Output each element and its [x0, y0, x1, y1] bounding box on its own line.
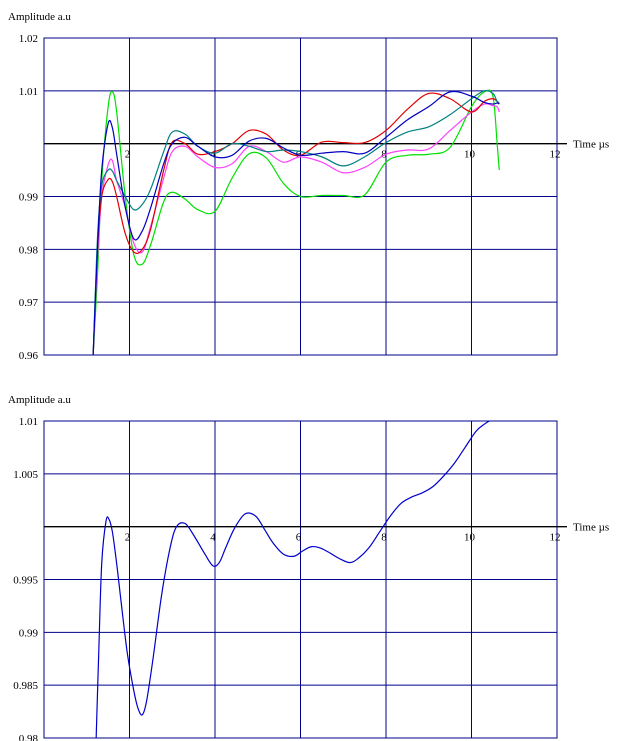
bottom-chart-ylabel: Amplitude a.u: [8, 394, 71, 406]
y-tick-label: 0.99: [19, 627, 39, 639]
series-line: [92, 90, 500, 355]
x-tick-label: 4: [210, 532, 216, 544]
y-tick-label: 0.98: [19, 733, 39, 741]
x-tick-label: 2: [125, 149, 131, 161]
x-tick-label: 8: [381, 532, 387, 544]
y-tick-label: 1.01: [19, 416, 38, 428]
bottom-chart: Amplitude a.u 2 4 6 8 10 12 Time µs 0.98 0.985 0.…: [8, 394, 609, 741]
series-line: [92, 90, 500, 355]
y-tick-label: 0.97: [19, 297, 39, 309]
x-tick-label: 12: [550, 532, 561, 544]
series-line: [95, 421, 491, 738]
y-tick-label: 0.96: [19, 350, 39, 362]
x-tick-label: 2: [125, 532, 131, 544]
y-tick-label: 0.985: [13, 680, 38, 692]
y-tick-label: 1.01: [19, 86, 38, 98]
series-line: [92, 103, 500, 355]
top-chart-ylabel: Amplitude a.u: [8, 11, 71, 23]
y-tick-label: 0.98: [19, 244, 39, 256]
x-tick-label: 10: [464, 149, 476, 161]
x-axis-title: Time µs: [573, 139, 609, 151]
y-tick-label: 0.99: [19, 192, 39, 204]
y-tick-label: 1.005: [13, 469, 38, 481]
y-tick-label: 1.02: [19, 33, 38, 45]
y-tick-label: 0.995: [13, 575, 38, 587]
x-tick-label: 12: [550, 149, 561, 161]
x-axis-title: Time µs: [573, 522, 609, 534]
x-tick-label: 4: [210, 149, 216, 161]
x-tick-label: 10: [464, 532, 476, 544]
x-tick-label: 6: [296, 532, 302, 544]
series-line: [92, 92, 500, 355]
series-line: [92, 89, 500, 355]
